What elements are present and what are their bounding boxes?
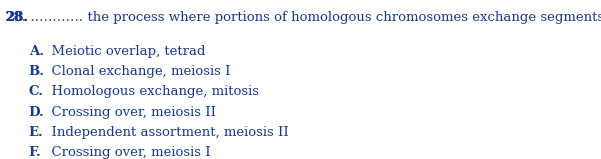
Text: B.: B. [29,65,45,78]
Text: Homologous exchange, mitosis: Homologous exchange, mitosis [43,85,259,98]
Text: 28. ………… the process where portions of homologous chromosomes exchange segments : 28. ………… the process where portions of h… [5,11,601,24]
Text: A.: A. [29,45,44,58]
Text: Meiotic overlap, tetrad: Meiotic overlap, tetrad [43,45,206,58]
Text: F.: F. [29,146,41,159]
Text: Clonal exchange, meiosis I: Clonal exchange, meiosis I [43,65,231,78]
Text: Crossing over, meiosis II: Crossing over, meiosis II [43,106,216,119]
Text: Crossing over, meiosis I: Crossing over, meiosis I [43,146,211,159]
Text: C.: C. [29,85,44,98]
Text: D.: D. [29,106,44,119]
Text: 28.: 28. [5,11,28,24]
Text: 28.: 28. [5,11,28,24]
Text: E.: E. [29,126,44,139]
Text: 28. ………… the process where portions of homologous chromosomes exchange segments : 28. ………… the process where portions of h… [5,11,601,24]
Text: Independent assortment, meiosis II: Independent assortment, meiosis II [43,126,289,139]
